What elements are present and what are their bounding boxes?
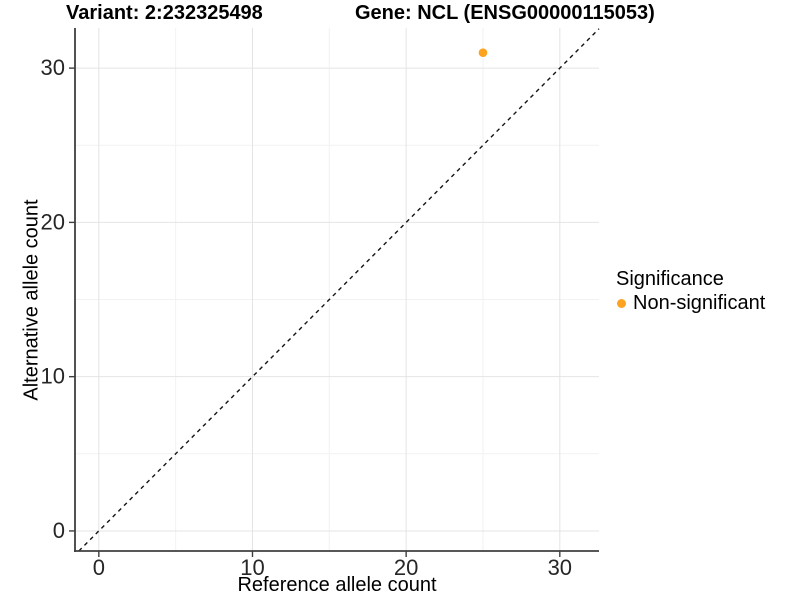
legend-item-label: Non-significant: [633, 292, 766, 314]
x-tick-label: 10: [240, 555, 264, 580]
identity-line: [78, 28, 600, 552]
y-tick-label: 0: [53, 518, 65, 543]
x-axis-label: Reference allele count: [237, 574, 437, 596]
legend-title: Significance: [616, 268, 724, 290]
legend-point-icon: [617, 298, 626, 308]
legend: Significance Non-significant: [616, 268, 765, 314]
x-tick-label: 20: [394, 555, 418, 580]
y-axis-label: Alternative allele count: [20, 199, 43, 401]
x-tick-label: 30: [548, 555, 572, 580]
plot-title-gene: Gene: NCL (ENSG00000115053): [355, 2, 655, 24]
legend-item-non-significant: Non-significant: [616, 292, 765, 314]
y-tick-label: 30: [41, 55, 65, 80]
x-tick-label: 0: [93, 555, 105, 580]
y-tick-label: 20: [41, 209, 65, 234]
data-point: [478, 48, 488, 57]
y-tick-label: 10: [41, 364, 65, 389]
plot-title-variant: Variant: 2:232325498: [66, 2, 263, 24]
